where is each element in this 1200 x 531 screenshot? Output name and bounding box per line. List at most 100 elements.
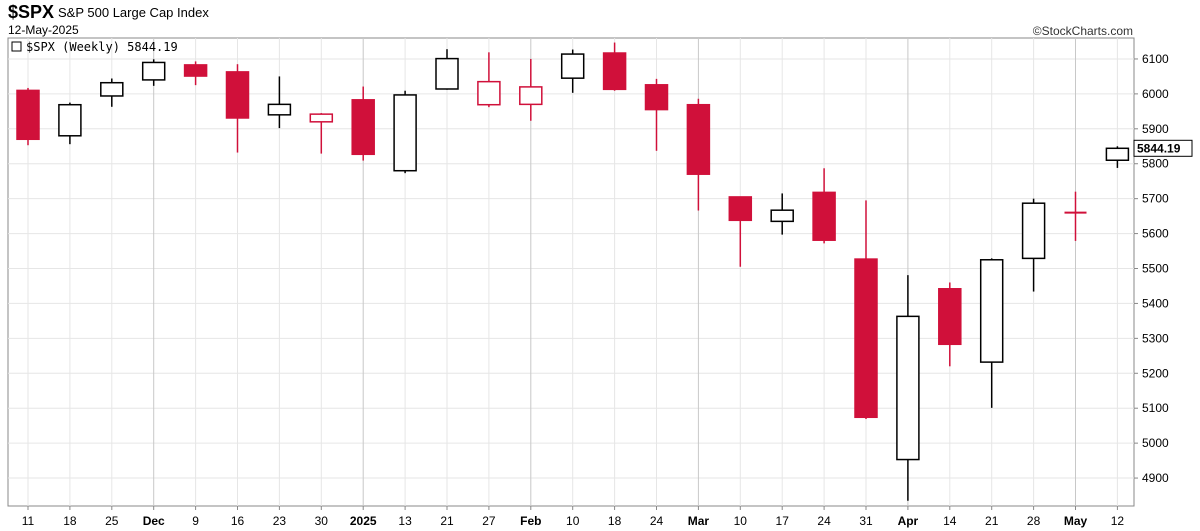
candle	[393, 90, 417, 174]
candle-body	[770, 209, 794, 223]
candle-body	[686, 103, 711, 175]
x-tick-label: 12	[1111, 514, 1125, 528]
x-tick-label: Apr	[898, 514, 919, 528]
candle-body	[1105, 147, 1130, 161]
candle	[644, 78, 669, 151]
candle-body	[100, 81, 124, 97]
y-tick-label: 5700	[1142, 192, 1169, 206]
candle-body	[351, 99, 375, 156]
candle	[435, 49, 459, 90]
x-tick-label: 30	[315, 514, 329, 528]
x-tick-label: 24	[650, 514, 664, 528]
x-tick-label: 18	[63, 514, 77, 528]
candle-body	[519, 86, 543, 106]
x-tick-label: 16	[231, 514, 245, 528]
y-tick-label: 5600	[1142, 227, 1169, 241]
x-tick-label: 10	[566, 514, 580, 528]
candle-body	[854, 258, 878, 419]
legend-swatch	[11, 41, 22, 52]
y-tick-label: 5500	[1142, 262, 1169, 276]
candle	[560, 49, 585, 93]
candle	[602, 42, 627, 91]
x-axis: 11 18 25 Dec 9 16 23 30 2025 13 21 27 Feb 10 18 24 Mar 10…	[22, 506, 1125, 528]
x-tick-label: 31	[859, 514, 873, 528]
candle	[686, 98, 711, 211]
y-tick-label: 6100	[1142, 52, 1169, 66]
y-tick-label: 5800	[1142, 157, 1169, 171]
candle	[225, 64, 250, 153]
candlestick-series	[16, 42, 1130, 501]
x-tick-label: Mar	[688, 514, 710, 528]
candle	[477, 52, 501, 108]
x-tick-label: May	[1064, 514, 1088, 528]
y-tick-label: 5000	[1142, 436, 1169, 450]
x-tick-label: Dec	[143, 514, 165, 528]
candle-body	[728, 196, 753, 222]
x-tick-label: 21	[440, 514, 454, 528]
x-tick-label: 21	[985, 514, 999, 528]
x-tick-label: 10	[734, 514, 748, 528]
brand-watermark: ©StockCharts.com	[1033, 24, 1133, 38]
x-tick-label: 13	[398, 514, 412, 528]
candle	[938, 282, 962, 367]
candle	[1064, 191, 1087, 241]
x-tick-label: 24	[817, 514, 831, 528]
candle-body	[477, 80, 501, 106]
y-tick-label: 5400	[1142, 296, 1169, 310]
candle	[1105, 146, 1130, 168]
x-tick-label: 2025	[350, 514, 377, 528]
candle-body	[435, 57, 459, 90]
chart-index-name: S&P 500 Large Cap Index	[58, 5, 209, 20]
candle	[16, 87, 40, 146]
chart-date: 12-May-2025	[8, 23, 79, 37]
y-tick-label: 5300	[1142, 331, 1169, 345]
plot-area	[7, 37, 1135, 507]
x-tick-label: 28	[1027, 514, 1041, 528]
x-tick-label: 18	[608, 514, 622, 528]
candle-body	[267, 103, 292, 116]
x-tick-label: 14	[943, 514, 957, 528]
candle-body	[896, 315, 920, 461]
candle-body	[309, 113, 334, 123]
candle-body	[393, 94, 417, 172]
x-tick-label: 17	[776, 514, 790, 528]
candle-body	[225, 71, 250, 119]
candle	[183, 61, 208, 86]
chart-symbol: $SPX	[8, 2, 54, 22]
candle	[728, 196, 753, 267]
y-tick-label: 4900	[1142, 471, 1169, 485]
candle-body	[979, 259, 1004, 363]
legend: $SPX (Weekly) 5844.19	[11, 40, 178, 54]
y-tick-label: 5200	[1142, 366, 1169, 380]
candle-body	[141, 61, 166, 81]
candle-body	[938, 288, 962, 346]
last-value-label: 5844.19	[1137, 141, 1181, 155]
candle	[812, 168, 836, 244]
candle-body	[183, 64, 208, 77]
x-tick-label: 11	[22, 514, 35, 528]
candle-body	[644, 84, 669, 111]
y-tick-label: 5900	[1142, 122, 1169, 136]
candle	[896, 275, 920, 501]
candle	[141, 59, 166, 86]
candle	[267, 76, 292, 129]
x-tick-label: 9	[192, 514, 199, 528]
candle-body	[16, 89, 40, 141]
candle	[519, 58, 543, 121]
candle	[58, 102, 82, 145]
candle-body	[812, 191, 836, 241]
candle	[309, 113, 334, 154]
x-tick-label: Feb	[520, 514, 541, 528]
candle	[770, 193, 794, 235]
y-axis: 4900 5000 5100 5200 5300 5400 5500 5600 5700 5800…	[1134, 52, 1169, 485]
candle	[854, 200, 878, 420]
candle	[979, 258, 1004, 408]
y-tick-label: 6000	[1142, 87, 1169, 101]
candle	[100, 78, 124, 107]
candle-body	[58, 103, 82, 137]
x-tick-label: 23	[273, 514, 287, 528]
last-value-tag: 5844.19	[1133, 139, 1193, 157]
candle-body	[602, 52, 627, 91]
candle-body	[560, 53, 585, 79]
